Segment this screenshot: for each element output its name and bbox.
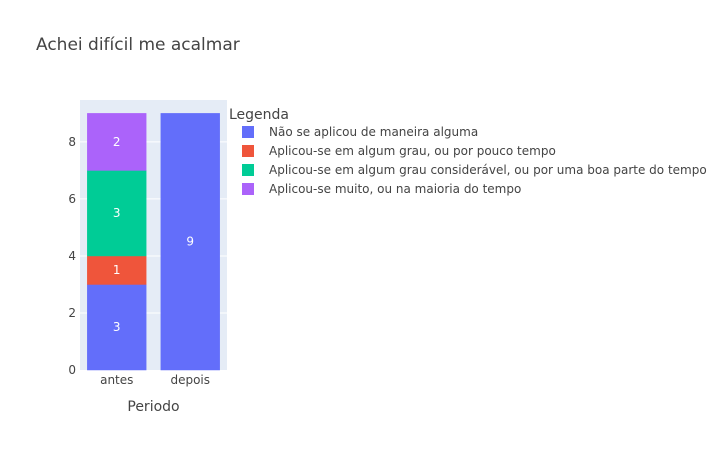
bar-segment [87,284,147,371]
y-tick-label: 4 [68,249,76,263]
legend-item[interactable]: Aplicou-se em algum grau, ou por pouco t… [242,144,556,158]
legend-label: Não se aplicou de maneira alguma [269,125,478,139]
bar-segment [160,113,220,371]
legend-title: Legenda [229,107,289,123]
chart-title: Achei difícil me acalmar [36,35,240,55]
bar-data-label: 3 [113,206,121,220]
x-tick-label: depois [170,373,210,387]
legend-swatch [242,145,254,157]
y-tick-label: 6 [68,192,76,206]
bar-data-label: 3 [113,320,121,334]
x-axis-ticks: antes depois [100,373,210,387]
bar-data-label: 1 [113,263,121,277]
legend-item[interactable]: Aplicou-se em algum grau considerável, o… [242,163,707,177]
legend-label: Aplicou-se em algum grau, ou por pouco t… [269,144,556,158]
bar-segment [87,113,147,171]
legend-item[interactable]: Aplicou-se muito, ou na maioria do tempo [242,182,521,196]
legend-label: Aplicou-se em algum grau considerável, o… [269,163,707,177]
bar-labels: 3 1 3 2 9 [113,135,194,334]
bar-data-label: 2 [113,135,121,149]
y-tick-label: 8 [68,135,76,149]
x-axis-title: Periodo [127,399,179,415]
y-axis-ticks: 0 2 4 6 8 [68,135,76,377]
bars [87,113,220,371]
legend-swatch [242,164,254,176]
x-tick-label: antes [100,373,133,387]
bar-data-label: 9 [186,235,194,249]
bar-segment [87,255,147,285]
legend-swatch [242,126,254,138]
bar-segment [87,170,147,257]
y-tick-label: 2 [68,306,76,320]
legend[interactable]: Não se aplicou de maneira alguma Aplicou-… [242,125,707,196]
y-tick-label: 0 [68,363,76,377]
legend-swatch [242,183,254,195]
legend-item[interactable]: Não se aplicou de maneira alguma [242,125,478,139]
legend-label: Aplicou-se muito, ou na maioria do tempo [269,182,521,196]
